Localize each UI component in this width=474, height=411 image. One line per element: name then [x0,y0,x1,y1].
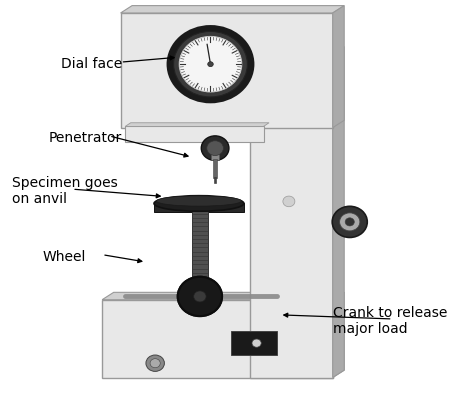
Bar [250,54,333,378]
Bar [125,127,264,142]
Circle shape [188,286,212,307]
Text: Dial face: Dial face [61,57,122,71]
Bar [120,13,333,128]
Polygon shape [120,6,344,13]
Ellipse shape [156,196,242,206]
Text: Specimen goes
on anvil: Specimen goes on anvil [12,176,118,206]
Circle shape [194,291,206,302]
Circle shape [201,136,229,160]
Ellipse shape [154,196,244,211]
Circle shape [179,36,242,92]
Circle shape [252,339,261,347]
Circle shape [178,277,222,316]
Polygon shape [125,123,269,127]
Polygon shape [333,6,344,128]
Circle shape [178,277,222,316]
Circle shape [173,31,247,97]
Bar [102,300,333,378]
Bar [192,210,208,289]
Polygon shape [333,292,344,378]
Circle shape [208,62,213,67]
Polygon shape [154,203,244,212]
Circle shape [168,26,254,102]
Polygon shape [333,46,344,378]
Circle shape [332,206,367,238]
Circle shape [150,359,160,368]
Circle shape [207,141,223,155]
Text: Penetrator: Penetrator [49,131,122,145]
Text: Crank to release
major load: Crank to release major load [333,306,447,336]
Circle shape [345,218,355,226]
Circle shape [194,291,205,301]
Bar [213,159,217,178]
Bar [211,146,219,160]
Circle shape [283,196,295,207]
Text: Wheel: Wheel [42,250,86,264]
Circle shape [146,355,164,372]
Circle shape [339,213,360,231]
Bar [214,177,217,183]
Bar [231,331,277,355]
Polygon shape [102,292,344,300]
